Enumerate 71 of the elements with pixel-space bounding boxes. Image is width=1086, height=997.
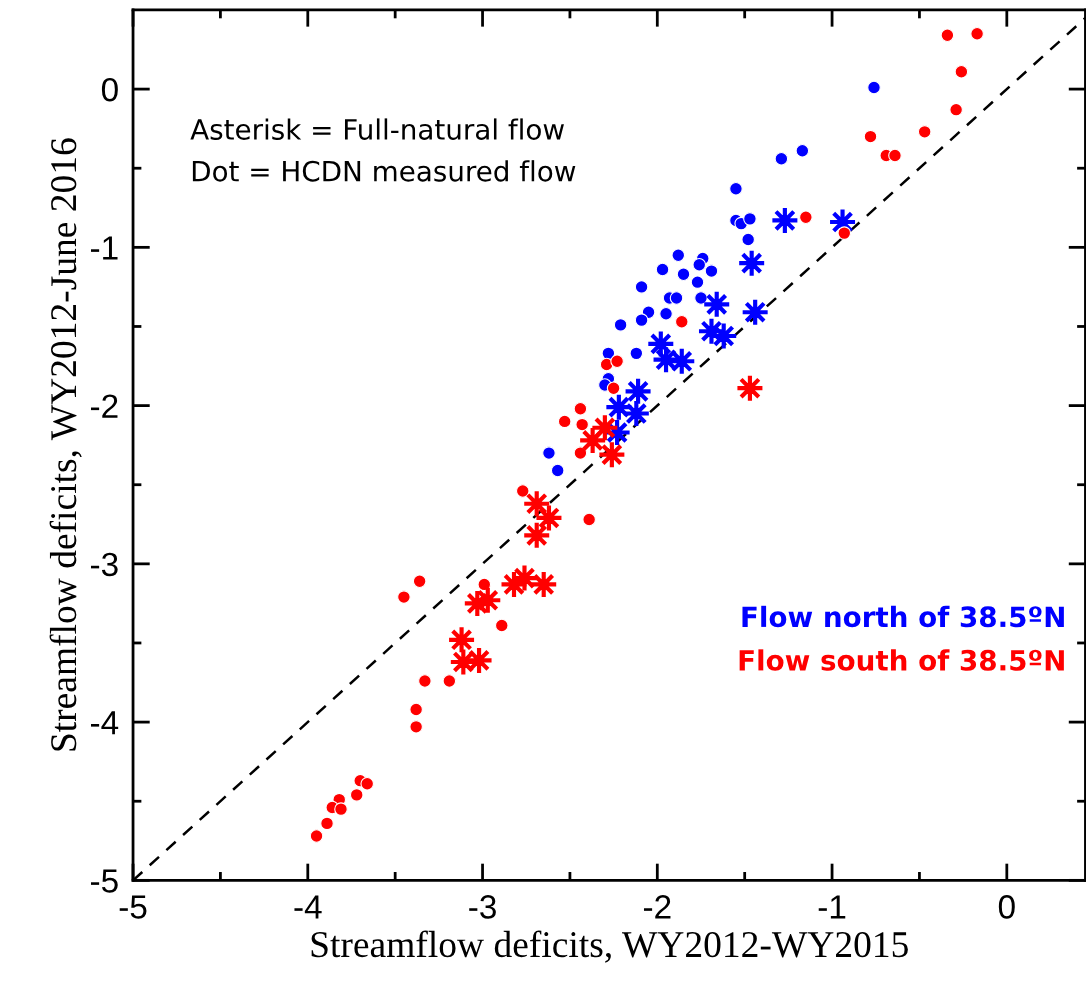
point [634,280,649,294]
point [606,381,621,395]
point [309,829,324,843]
text: Flow north of 38.5ºN [742,605,1064,628]
point [349,788,364,802]
point [692,257,707,272]
point [837,226,852,240]
point [940,28,955,43]
point [629,346,644,361]
point [676,267,691,282]
x-tick-label: -4 [294,895,322,919]
point [575,417,589,432]
point [613,318,628,332]
point [671,248,686,263]
point [863,129,878,144]
point [409,702,423,717]
y-tick-label: 0 [101,77,118,102]
point [599,357,614,372]
x-tick-label: 0 [998,895,1015,919]
point [949,102,963,117]
point [795,144,810,158]
x-axis-title: Streamflow deficits, WY2012-WY2015 [311,930,908,963]
annotation: Dot = HCDN measured flow [192,160,576,182]
y-tick-label: -3 [90,552,118,577]
point [515,484,530,498]
point [360,777,375,791]
point [669,291,684,305]
point [557,414,572,429]
point [442,674,457,688]
point [867,80,881,95]
point [888,148,902,163]
point [799,210,813,225]
point [659,307,673,321]
point [412,574,427,589]
point [743,212,757,226]
point [970,26,984,41]
y-axis-title: Streamflow deficits, WY2012-June 2016 [49,138,82,751]
text: Flow south of 38.5ºN [739,649,1064,671]
point [774,151,789,166]
x-tick-label: -3 [469,895,496,919]
point [704,264,719,278]
point [634,313,649,327]
point [320,816,334,831]
x-tick-label: -1 [818,895,846,919]
point [477,577,492,592]
point [409,720,423,734]
x-tick-label: -2 [643,895,671,919]
y-tick-label: -4 [90,711,119,735]
point [494,618,509,633]
point [954,64,969,79]
x-tick-label: -5 [119,895,147,919]
point [729,181,743,196]
point [573,446,588,460]
point [741,232,755,247]
y-tick-label: -1 [90,236,118,260]
point [582,512,596,527]
point [917,125,932,139]
point [573,401,588,416]
point [418,674,432,688]
annotation: Asterisk = Full-natural flow [190,118,564,140]
point [694,291,708,305]
point [655,262,670,277]
y-tick-label: -5 [90,869,118,893]
point [690,275,705,289]
point [550,463,565,478]
point [397,590,411,604]
point [334,802,348,816]
point [542,446,556,460]
point [610,354,624,369]
y-tick-label: -2 [90,394,118,418]
point [674,314,689,329]
